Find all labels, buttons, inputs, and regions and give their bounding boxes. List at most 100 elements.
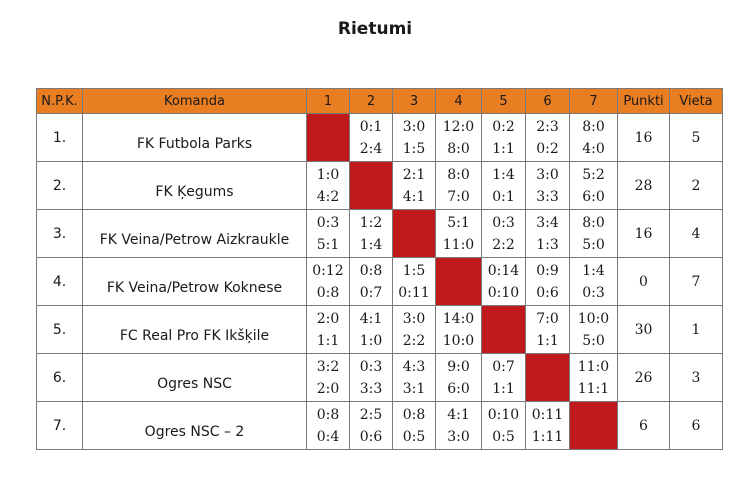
row-points: 6 (617, 401, 670, 450)
score-second-leg: 7:0 (447, 188, 470, 205)
score-second-leg: 1:1 (492, 380, 515, 397)
score-second-leg: 2:0 (316, 380, 340, 397)
row-place: 4 (669, 209, 723, 258)
score-second-leg: 5:1 (316, 236, 340, 253)
score-cell: 4:3 3:1 (392, 353, 436, 402)
score-first-leg: 0:14 (487, 262, 520, 279)
row-points: 26 (617, 353, 670, 402)
score-first-leg: 8:0 (582, 118, 605, 135)
score-second-leg: 1:0 (359, 332, 383, 349)
score-first-leg: 0:8 (316, 406, 340, 423)
score-second-leg: 0:1 (492, 188, 515, 205)
team-name: FK Futbola Parks (82, 113, 307, 162)
score-first-leg: 3:2 (316, 358, 340, 375)
self-match-cell (349, 161, 393, 210)
score-second-leg: 2:4 (359, 140, 383, 157)
table-row: 2. FK Ķegums 1:0 4:2 2:1 4:1 8:0 7:0 1:4 0:1 3:0 3:… (36, 161, 723, 210)
score-cell: 0:8 0:4 (306, 401, 350, 450)
score-second-leg: 6:0 (447, 380, 470, 397)
score-second-leg: 2:2 (402, 332, 426, 349)
score-first-leg: 2:3 (536, 118, 559, 135)
score-first-leg: 0:11 (531, 406, 564, 423)
table-row: 6. Ogres NSC 3:2 2:0 0:3 3:3 4:3 3:1 9:0 6:0 0:7 1:… (36, 353, 723, 402)
row-place: 7 (669, 257, 723, 306)
score-cell: 0:14 0:10 (481, 257, 526, 306)
row-npk: 5. (36, 305, 83, 354)
row-npk: 2. (36, 161, 83, 210)
score-first-leg: 0:3 (316, 214, 340, 231)
row-place: 5 (669, 113, 723, 162)
score-first-leg: 1:4 (492, 166, 515, 183)
score-cell: 5:1 11:0 (435, 209, 482, 258)
score-second-leg: 4:1 (402, 188, 426, 205)
row-place: 3 (669, 353, 723, 402)
page-title: Rietumi (337, 19, 413, 39)
self-match-cell (306, 113, 350, 162)
header-place: Vieta (669, 88, 723, 114)
score-cell: 14:0 10:0 (435, 305, 482, 354)
score-first-leg: 0:8 (359, 262, 383, 279)
team-name: FC Real Pro FK Ikšķile (82, 305, 307, 354)
row-place: 6 (669, 401, 723, 450)
self-match-cell (481, 305, 526, 354)
score-second-leg: 0:6 (536, 284, 559, 301)
score-cell: 0:3 3:3 (349, 353, 393, 402)
score-first-leg: 8:0 (582, 214, 605, 231)
row-place: 1 (669, 305, 723, 354)
score-first-leg: 0:12 (312, 262, 344, 279)
score-cell: 1:4 0:1 (481, 161, 526, 210)
score-second-leg: 1:3 (536, 236, 559, 253)
score-cell: 8:0 5:0 (569, 209, 618, 258)
row-npk: 6. (36, 353, 83, 402)
score-first-leg: 2:0 (316, 310, 340, 327)
header-npk: N.P.K. (36, 88, 83, 114)
score-first-leg: 5:1 (447, 214, 470, 231)
score-first-leg: 4:1 (359, 310, 383, 327)
row-npk: 3. (36, 209, 83, 258)
score-second-leg: 1:1 (536, 332, 559, 349)
score-second-leg: 10:0 (442, 332, 475, 349)
score-second-leg: 8:0 (447, 140, 470, 157)
score-second-leg: 6:0 (582, 188, 605, 205)
score-cell: 0:8 0:7 (349, 257, 393, 306)
score-second-leg: 4:0 (582, 140, 605, 157)
self-match-cell (435, 257, 482, 306)
score-cell: 0:8 0:5 (392, 401, 436, 450)
score-cell: 3:4 1:3 (525, 209, 570, 258)
row-npk: 4. (36, 257, 83, 306)
team-name: FK Veina/Petrow Aizkraukle (82, 209, 307, 258)
score-second-leg: 0:11 (398, 284, 430, 301)
score-cell: 4:1 1:0 (349, 305, 393, 354)
header-row: N.P.K. Komanda 1 2 3 4 5 6 7 Punkti Viet… (36, 88, 723, 114)
score-second-leg: 0:2 (536, 140, 559, 157)
team-name: Ogres NSC (82, 353, 307, 402)
score-second-leg: 0:7 (359, 284, 383, 301)
score-second-leg: 4:2 (316, 188, 340, 205)
score-first-leg: 9:0 (447, 358, 470, 375)
score-second-leg: 1:1 (492, 140, 515, 157)
score-second-leg: 0:5 (492, 428, 515, 445)
score-second-leg: 3:3 (536, 188, 559, 205)
score-first-leg: 0:2 (492, 118, 515, 135)
header-col-2: 2 (349, 88, 393, 114)
score-first-leg: 11:0 (577, 358, 610, 375)
score-cell: 0:7 1:1 (481, 353, 526, 402)
score-second-leg: 0:8 (316, 284, 340, 301)
score-first-leg: 4:3 (402, 358, 426, 375)
score-cell: 0:11 1:11 (525, 401, 570, 450)
score-cell: 2:3 0:2 (525, 113, 570, 162)
header-col-5: 5 (481, 88, 526, 114)
score-first-leg: 2:5 (359, 406, 383, 423)
team-name: FK Ķegums (82, 161, 307, 210)
table-row: 1. FK Futbola Parks 0:1 2:4 3:0 1:5 12:0 8:0 0:2… (36, 113, 723, 162)
score-cell: 1:0 4:2 (306, 161, 350, 210)
header-col-1: 1 (306, 88, 350, 114)
score-second-leg: 2:2 (492, 236, 515, 253)
score-first-leg: 0:1 (359, 118, 383, 135)
row-place: 2 (669, 161, 723, 210)
row-points: 16 (617, 209, 670, 258)
row-npk: 1. (36, 113, 83, 162)
table-body: 1. FK Futbola Parks 0:1 2:4 3:0 1:5 12:0 8:0 0:2… (36, 113, 723, 450)
score-cell: 8:0 4:0 (569, 113, 618, 162)
score-first-leg: 2:1 (402, 166, 426, 183)
